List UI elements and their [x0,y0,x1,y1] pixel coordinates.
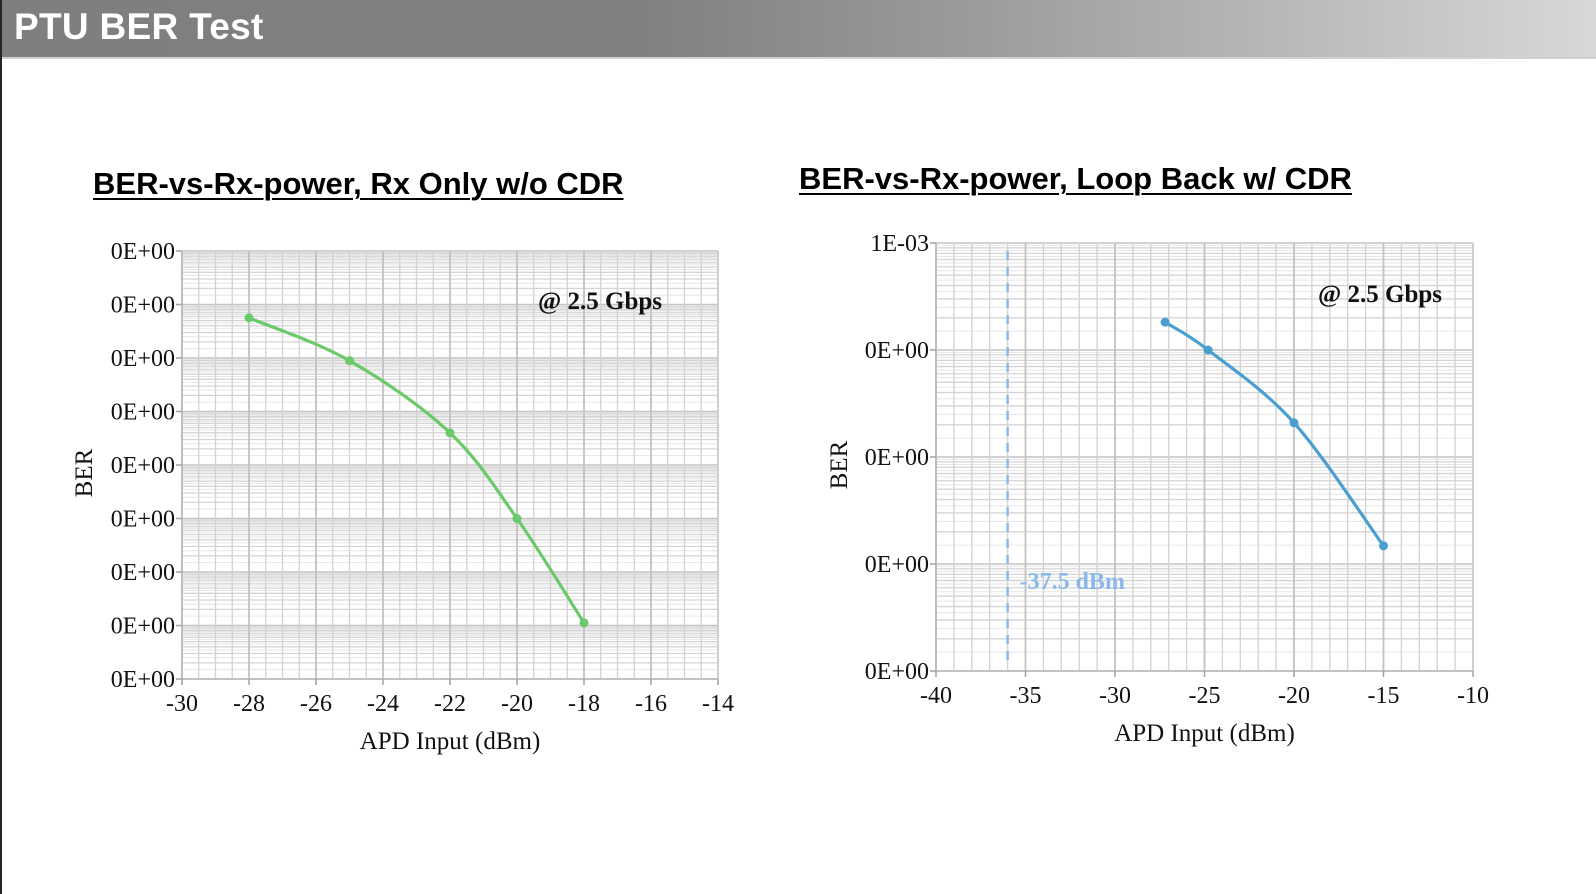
y-tick-label: 0E+00 [111,239,175,265]
y-tick-label: 0E+00 [111,346,175,372]
y-tick-label: 0E+00 [865,445,929,471]
x-tick-label: -24 [367,691,399,717]
chart-rx-only: 0E+00 0E+00 0E+00 0E+00 0E+00 0E+00 0E+00 0E+00… [71,239,734,755]
x-tick-label: -20 [501,691,533,717]
x-tick-label: -28 [233,691,265,717]
reference-line-label: -37.5 dBm [1020,569,1125,595]
y-tick-label: 0E+00 [111,293,175,319]
y-tick-label: 0E+00 [865,552,929,578]
series-line [1164,320,1385,547]
x-tick-label: -40 [920,683,952,709]
y-tick-label: 1E-03 [870,231,929,257]
x-tick-label: -20 [1278,683,1310,709]
data-point-marker [1289,418,1299,428]
chart-title-rx-only: BER-vs-Rx-power, Rx Only w/o CDR [93,166,624,201]
bitrate-annotation: @ 2.5 Gbps [538,288,662,315]
data-point-marker [1160,317,1170,327]
x-tick-label: -15 [1368,683,1400,709]
x-tick-label: -22 [434,691,466,717]
data-point-marker [244,313,254,323]
x-tick-label: -10 [1457,683,1489,709]
data-point-marker [579,618,589,628]
data-point-marker [445,428,455,438]
x-tick-label: -14 [702,691,734,717]
y-axis-label: BER [826,440,853,489]
y-tick-label: 0E+00 [111,400,175,426]
chart-title-loop-back: BER-vs-Rx-power, Loop Back w/ CDR [799,161,1352,196]
y-tick-label: 0E+00 [865,659,929,685]
x-tick-label: -30 [1099,683,1131,709]
x-tick-label: -18 [568,691,600,717]
x-tick-label: -26 [300,691,332,717]
data-point-marker [345,356,354,366]
x-tick-label: -30 [166,691,198,717]
slide-title: PTU BER Test [14,6,264,47]
y-tick-label: 0E+00 [111,507,175,533]
data-point-marker [1203,345,1213,355]
y-tick-label: 0E+00 [111,667,175,693]
y-axis-label: BER [71,448,98,497]
y-tick-label: 0E+00 [111,453,175,479]
x-tick-label: -16 [635,691,667,717]
x-tick-label: -25 [1189,683,1221,709]
x-axis-label: APD Input (dBm) [1114,720,1295,747]
data-point-marker [1379,541,1388,551]
data-point-marker [512,514,522,523]
window-left-border [0,0,2,894]
x-axis-label: APD Input (dBm) [360,728,541,755]
y-tick-label: 0E+00 [111,614,175,640]
x-tick-label: -35 [1010,683,1042,709]
y-tick-label: 0E+00 [111,560,175,586]
slide-title-bar: PTU BER Test [2,0,1596,59]
bitrate-annotation: @ 2.5 Gbps [1318,281,1442,308]
y-tick-label: 0E+00 [865,338,929,364]
